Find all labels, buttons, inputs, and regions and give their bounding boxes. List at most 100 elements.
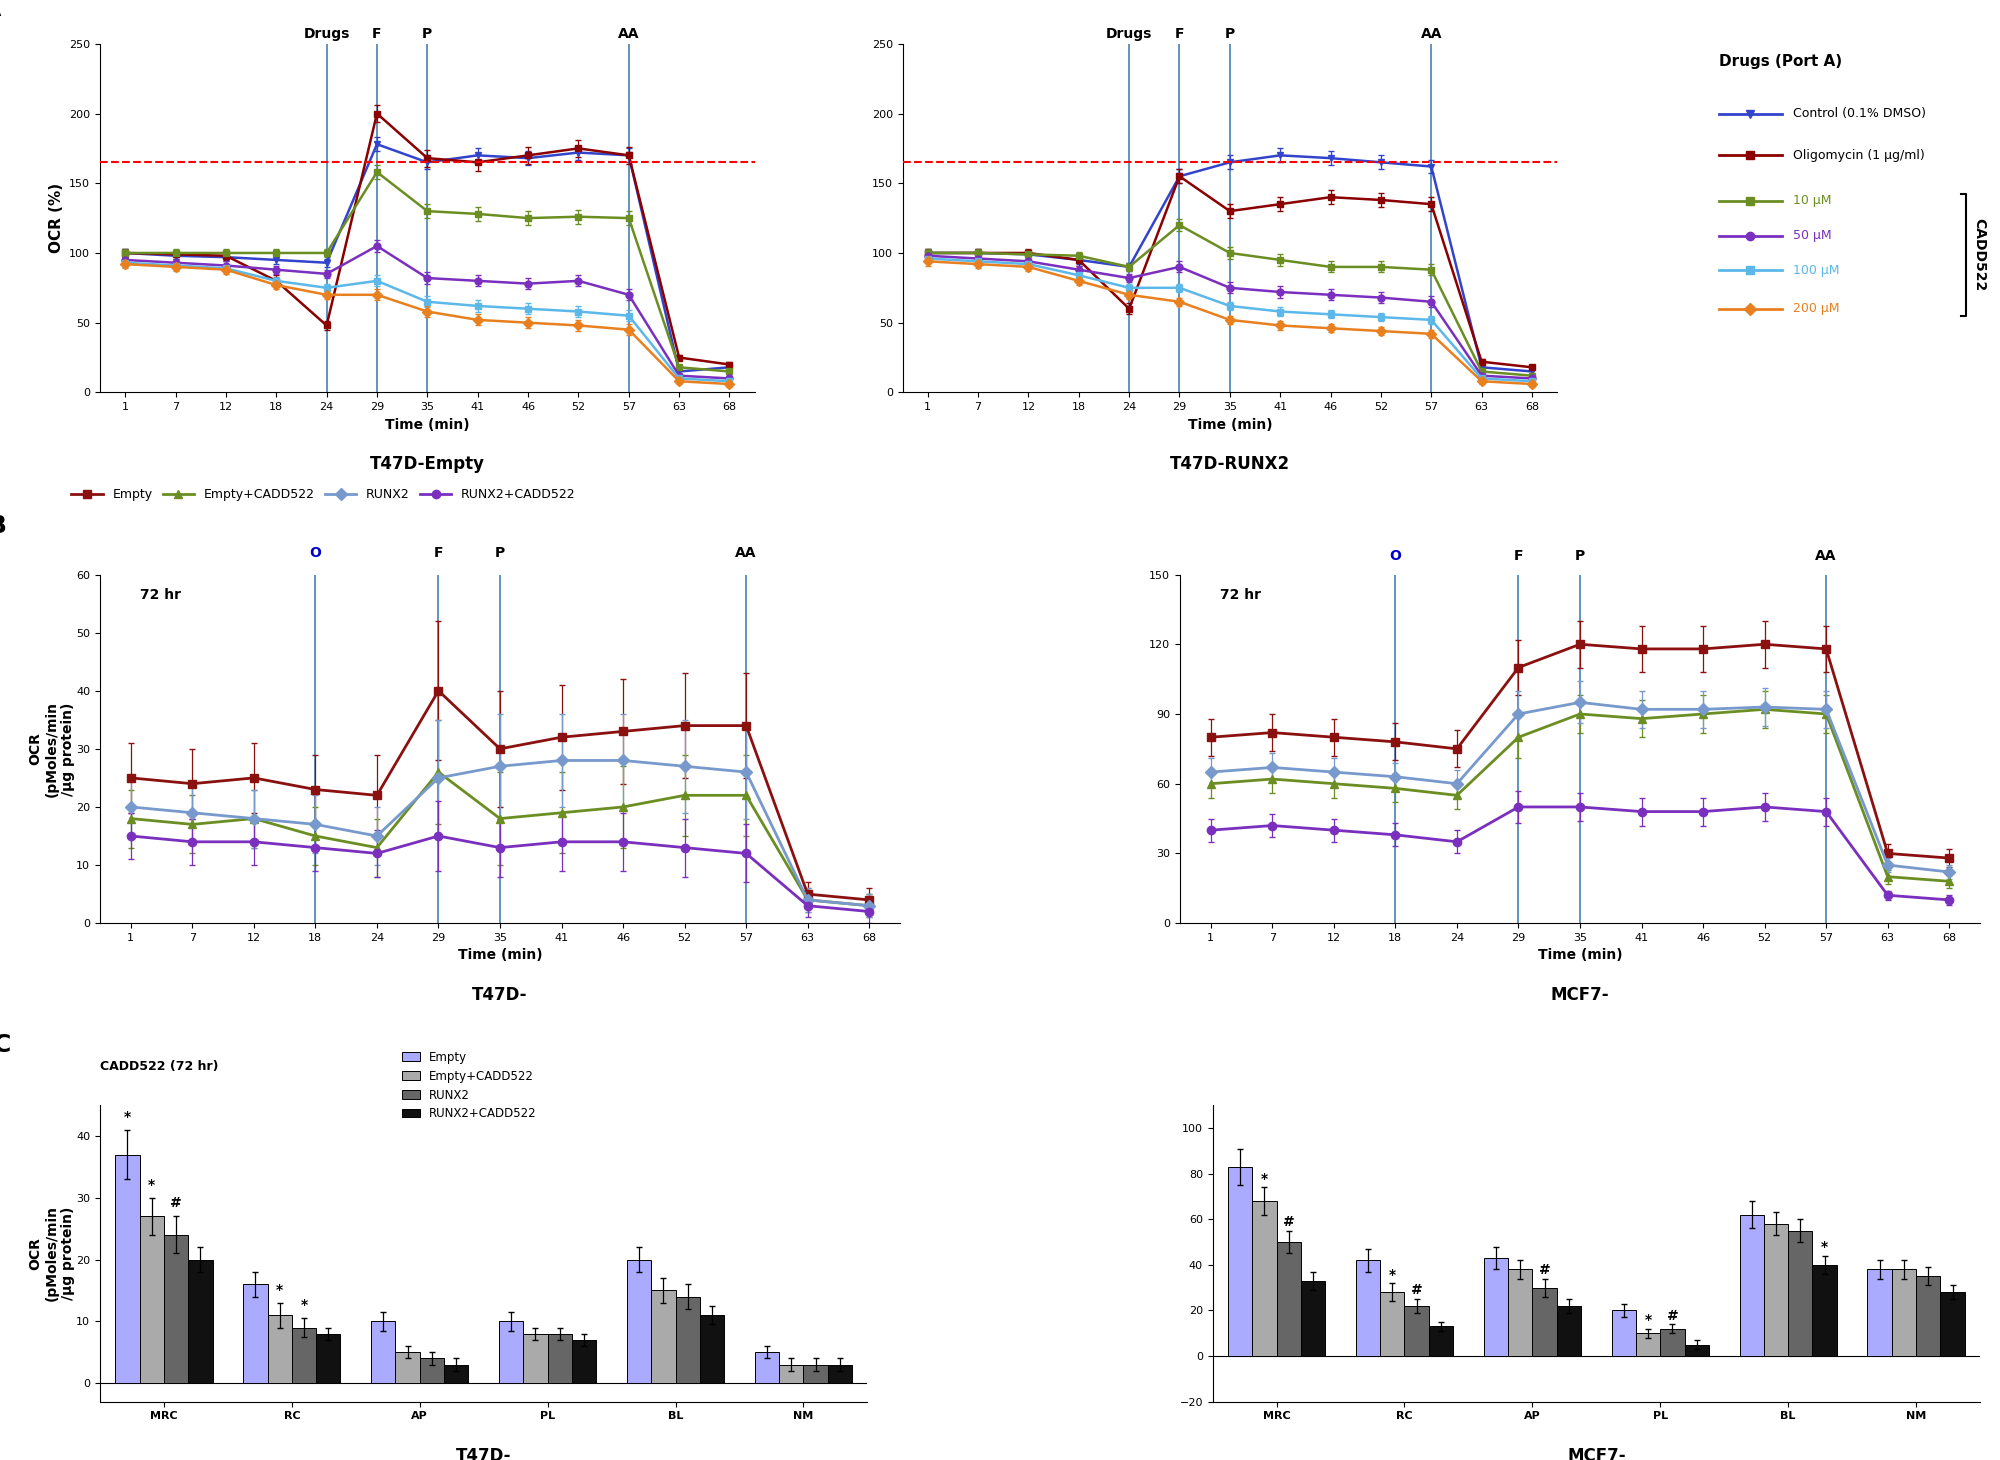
Bar [164, 1235, 188, 1383]
Bar [1252, 1202, 1276, 1356]
Text: 72 hr: 72 hr [140, 588, 180, 603]
Y-axis label: OCR
(pMoles/min
/μg protein): OCR (pMoles/min /μg protein) [28, 1206, 74, 1301]
Text: AA: AA [618, 28, 640, 41]
Text: O: O [1390, 549, 1402, 564]
Bar [1356, 1260, 1380, 1356]
Bar [188, 1260, 212, 1383]
Text: *: * [300, 1298, 308, 1313]
Legend: Empty, Empty+CADD522, RUNX2, RUNX2+CADD522: Empty, Empty+CADD522, RUNX2, RUNX2+CADD5… [66, 483, 580, 507]
Bar [1892, 1269, 1916, 1356]
Text: MCF7-: MCF7- [1550, 986, 1610, 1004]
Text: *: * [276, 1282, 284, 1296]
Text: T47D-: T47D- [472, 986, 528, 1004]
Bar [1612, 1311, 1636, 1356]
Bar [652, 1291, 676, 1383]
Text: *: * [124, 1110, 132, 1124]
Bar [396, 1352, 420, 1383]
Bar [1788, 1231, 1812, 1356]
Bar [804, 1365, 828, 1383]
Text: F: F [1174, 28, 1184, 41]
Text: Oligomycin (1 μg/ml): Oligomycin (1 μg/ml) [1794, 149, 1924, 162]
Bar [1660, 1329, 1684, 1356]
Bar [268, 1315, 292, 1383]
Bar [1276, 1242, 1300, 1356]
Text: Control (0.1% DMSO): Control (0.1% DMSO) [1794, 107, 1926, 120]
Text: 10 μM: 10 μM [1794, 194, 1832, 207]
Text: 200 μM: 200 μM [1794, 302, 1840, 315]
Bar [626, 1260, 652, 1383]
Bar [1228, 1167, 1252, 1356]
Bar [828, 1365, 852, 1383]
Text: 50 μM: 50 μM [1794, 229, 1832, 242]
Text: T47D-RUNX2: T47D-RUNX2 [1170, 456, 1290, 473]
Bar [1404, 1305, 1428, 1356]
Text: C: C [0, 1034, 10, 1057]
Bar [1764, 1223, 1788, 1356]
Bar [420, 1358, 444, 1383]
X-axis label: Time (min): Time (min) [1188, 418, 1272, 432]
Text: AA: AA [736, 546, 756, 561]
Bar [140, 1216, 164, 1383]
Text: #: # [170, 1196, 182, 1210]
Bar [372, 1321, 396, 1383]
Bar [1532, 1288, 1556, 1356]
Y-axis label: OCR
(pMoles/min
/μg protein): OCR (pMoles/min /μg protein) [28, 701, 74, 797]
Text: AA: AA [1420, 28, 1442, 41]
Bar [1868, 1269, 1892, 1356]
Text: *: * [1822, 1240, 1828, 1254]
Text: B: B [0, 514, 8, 537]
Text: F: F [1514, 549, 1524, 564]
Text: Drugs: Drugs [304, 28, 350, 41]
Text: AA: AA [1816, 549, 1836, 564]
Bar [1556, 1305, 1580, 1356]
Bar [444, 1365, 468, 1383]
Bar [1636, 1333, 1660, 1356]
Text: 72 hr: 72 hr [1220, 588, 1262, 603]
Legend: Empty, Empty+CADD522, RUNX2, RUNX2+CADD522: Empty, Empty+CADD522, RUNX2, RUNX2+CADD5… [398, 1045, 542, 1126]
Text: P: P [1224, 28, 1234, 41]
Bar [1380, 1292, 1404, 1356]
Text: MCF7-: MCF7- [1568, 1447, 1626, 1460]
Y-axis label: OCR (%): OCR (%) [48, 182, 64, 253]
Text: CADD522 (72 hr): CADD522 (72 hr) [100, 1060, 218, 1073]
Bar [1740, 1215, 1764, 1356]
Text: Drugs: Drugs [1106, 28, 1152, 41]
Text: #: # [1666, 1308, 1678, 1323]
Text: #: # [1410, 1283, 1422, 1298]
Text: P: P [422, 28, 432, 41]
Text: *: * [1260, 1172, 1268, 1186]
Text: #: # [1282, 1215, 1294, 1229]
Bar [1812, 1264, 1836, 1356]
Bar [754, 1352, 780, 1383]
Bar [1484, 1259, 1508, 1356]
X-axis label: Time (min): Time (min) [1538, 949, 1622, 962]
Text: P: P [494, 546, 506, 561]
Bar [244, 1285, 268, 1383]
Text: #: # [1538, 1263, 1550, 1278]
Text: F: F [372, 28, 382, 41]
Bar [1684, 1345, 1708, 1356]
X-axis label: Time (min): Time (min) [458, 949, 542, 962]
Text: O: O [310, 546, 322, 561]
Bar [700, 1315, 724, 1383]
Text: Drugs (Port A): Drugs (Port A) [1718, 54, 1842, 69]
Bar [1428, 1326, 1454, 1356]
Bar [1916, 1276, 1940, 1356]
Text: 100 μM: 100 μM [1794, 264, 1840, 277]
Bar [292, 1327, 316, 1383]
Bar [676, 1296, 700, 1383]
Text: T47D-Empty: T47D-Empty [370, 456, 484, 473]
Bar [500, 1321, 524, 1383]
Bar [116, 1155, 140, 1383]
Bar [548, 1333, 572, 1383]
Bar [1300, 1280, 1326, 1356]
Bar [780, 1365, 804, 1383]
Text: *: * [1388, 1267, 1396, 1282]
Text: *: * [148, 1178, 156, 1191]
Bar [1508, 1269, 1532, 1356]
Text: *: * [1644, 1313, 1652, 1327]
Text: T47D-: T47D- [456, 1447, 512, 1460]
Bar [1940, 1292, 1964, 1356]
Bar [524, 1333, 548, 1383]
X-axis label: Time (min): Time (min) [386, 418, 470, 432]
